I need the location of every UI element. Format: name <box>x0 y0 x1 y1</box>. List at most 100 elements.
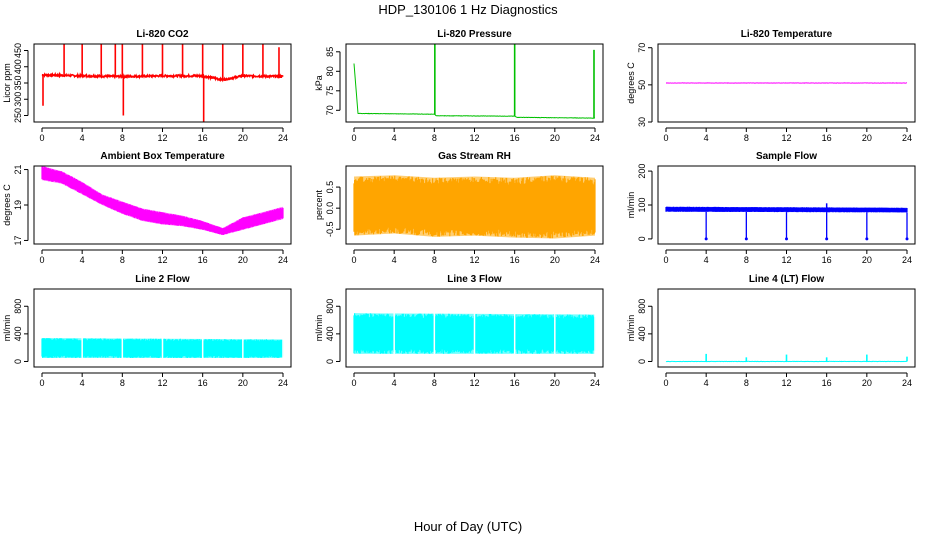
panel-ylabel: degrees C <box>626 62 636 104</box>
panel-title: Li-820 Pressure <box>437 29 512 40</box>
panel-frame <box>345 288 604 368</box>
x-tick-label: 12 <box>157 255 167 265</box>
x-tick-label: 16 <box>198 133 208 143</box>
x-tick-label: 0 <box>663 378 668 388</box>
y-tick-label: 100 <box>637 197 647 212</box>
y-tick-label: 250 <box>13 108 23 123</box>
x-tick-label: 0 <box>663 133 668 143</box>
x-tick-label: 24 <box>590 255 600 265</box>
data-dip-point <box>704 237 708 241</box>
y-tick-label: 800 <box>637 299 647 314</box>
panel-ylabel: ml/min <box>314 315 324 342</box>
x-tick-label: 24 <box>902 133 912 143</box>
chart-panel: Gas Stream RH percent 0 4 8 12 16 20 24 -0.5 0.0 0.… <box>314 151 604 265</box>
panel-frame <box>345 43 604 123</box>
chart-panel: Sample Flow ml/min 0 4 8 12 16 20 24 0 100 200 <box>626 151 916 265</box>
x-tick-label: 4 <box>80 255 85 265</box>
x-tick-label: 8 <box>120 133 125 143</box>
y-tick-label: 800 <box>325 299 335 314</box>
x-tick-label: 12 <box>469 378 479 388</box>
y-tick-label: -0.5 <box>325 221 335 237</box>
data-dip-point <box>865 237 869 241</box>
y-tick-label: 80 <box>325 66 335 76</box>
x-tick-label: 20 <box>550 255 560 265</box>
panel-title: Line 3 Flow <box>447 274 502 285</box>
x-tick-label: 4 <box>392 133 397 143</box>
x-tick-label: 8 <box>432 378 437 388</box>
figure-title: HDP_130106 1 Hz Diagnostics <box>378 2 558 17</box>
y-tick-label: 200 <box>637 164 647 179</box>
x-tick-label: 16 <box>822 133 832 143</box>
panel-frame <box>657 43 916 123</box>
x-tick-label: 12 <box>157 133 167 143</box>
x-tick-label: 0 <box>39 255 44 265</box>
x-tick-label: 12 <box>781 378 791 388</box>
y-tick-label: 300 <box>13 92 23 107</box>
x-tick-label: 20 <box>550 378 560 388</box>
figure-xlabel: Hour of Day (UTC) <box>414 519 522 534</box>
y-tick-label: 400 <box>13 59 23 74</box>
x-tick-label: 24 <box>278 255 288 265</box>
x-tick-label: 8 <box>744 255 749 265</box>
data-line <box>353 63 595 119</box>
x-tick-label: 8 <box>744 378 749 388</box>
data-dip-point <box>825 237 829 241</box>
data-layer <box>353 312 596 355</box>
panel-title: Li-820 CO2 <box>136 29 189 40</box>
x-tick-label: 16 <box>822 378 832 388</box>
x-tick-label: 4 <box>704 378 709 388</box>
y-tick-label: 350 <box>13 75 23 90</box>
data-layer <box>41 166 284 236</box>
x-tick-label: 24 <box>278 378 288 388</box>
panel-title: Line 4 (LT) Flow <box>749 274 825 285</box>
chart-panel: Line 4 (LT) Flow ml/min 0 4 8 12 16 20 24 0 400 800 <box>626 274 916 388</box>
y-tick-label: 85 <box>325 47 335 57</box>
x-tick-label: 24 <box>902 378 912 388</box>
x-tick-label: 8 <box>120 255 125 265</box>
x-tick-label: 16 <box>510 133 520 143</box>
y-tick-label: 0.5 <box>325 181 335 194</box>
data-dip-point <box>785 237 788 241</box>
x-tick-label: 4 <box>392 378 397 388</box>
x-tick-label: 0 <box>351 133 356 143</box>
x-tick-label: 16 <box>198 378 208 388</box>
y-tick-label: 0 <box>13 359 23 364</box>
panel-title: Gas Stream RH <box>438 151 511 162</box>
chart-panel: Ambient Box Temperature degrees C 0 4 8 12 16 2… <box>2 151 292 265</box>
x-tick-label: 20 <box>238 255 248 265</box>
y-tick-label: 17 <box>13 235 23 245</box>
data-layer <box>41 337 284 360</box>
y-tick-label: 400 <box>325 326 335 341</box>
x-tick-label: 4 <box>80 378 85 388</box>
panel-ylabel: ml/min <box>626 192 636 219</box>
panel-ylabel: ml/min <box>2 315 12 342</box>
y-tick-label: 30 <box>637 117 647 127</box>
y-tick-label: 800 <box>13 299 23 314</box>
data-layer <box>41 44 284 122</box>
x-tick-label: 20 <box>550 133 560 143</box>
panel-title: Li-820 Temperature <box>741 29 833 40</box>
x-tick-label: 8 <box>120 378 125 388</box>
y-tick-label: 450 <box>13 43 23 58</box>
x-tick-label: 0 <box>39 133 44 143</box>
data-envelope <box>42 166 283 236</box>
panel-title: Line 2 Flow <box>135 274 190 285</box>
panel-frame <box>33 43 292 123</box>
panel-title: Sample Flow <box>756 151 817 162</box>
data-dip-point <box>905 237 909 241</box>
panel-frame <box>657 288 916 368</box>
y-tick-label: 400 <box>637 326 647 341</box>
x-tick-label: 0 <box>351 255 356 265</box>
x-tick-label: 24 <box>590 378 600 388</box>
x-tick-label: 20 <box>862 378 872 388</box>
y-tick-label: 400 <box>13 326 23 341</box>
x-tick-label: 16 <box>822 255 832 265</box>
panel-frame <box>345 165 604 245</box>
y-tick-label: 0 <box>637 359 647 364</box>
y-tick-label: 0.0 <box>325 202 335 215</box>
x-tick-label: 4 <box>704 133 709 143</box>
x-tick-label: 12 <box>781 255 791 265</box>
data-layer <box>665 353 908 363</box>
